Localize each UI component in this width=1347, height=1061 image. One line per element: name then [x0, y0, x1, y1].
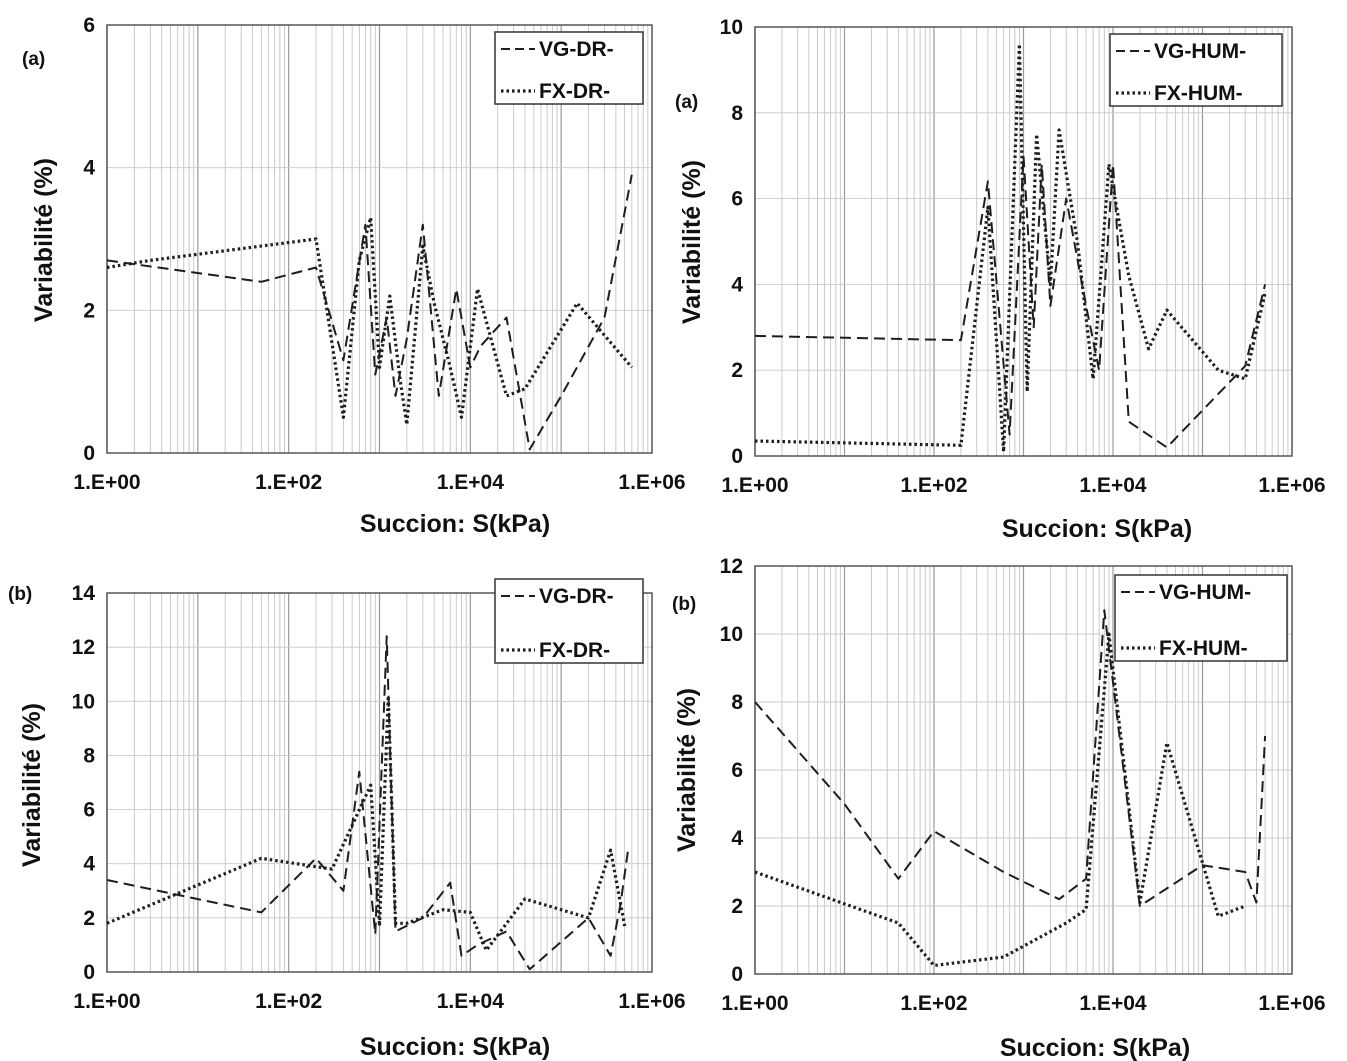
plot-frame: [106, 592, 653, 973]
y-tick-label: 14: [72, 582, 96, 605]
plot-frame: [754, 565, 1293, 975]
y-tick-label: 6: [731, 188, 743, 211]
x-axis-label: Succion: S(kPa): [1002, 515, 1192, 543]
y-tick-label: 10: [72, 690, 95, 713]
series-line-fx-dr: [106, 694, 627, 952]
legend-label: VG-HUM-: [1154, 40, 1246, 63]
legend: VG-DR- FX-DR-: [494, 578, 644, 664]
x-tick-label: 1.E+00: [721, 992, 788, 1015]
y-tick-label: 10: [720, 623, 743, 646]
gridlines: [106, 592, 652, 973]
legend: VG-DR- FX-DR-: [494, 31, 644, 105]
y-tick-label: 4: [731, 273, 743, 296]
x-tick-label: 1.E+06: [1258, 474, 1325, 497]
panel-label: (b): [672, 594, 696, 615]
y-axis-label: Variabilité (%): [30, 158, 58, 322]
legend: VG-HUM- FX-HUM-: [1114, 574, 1288, 662]
x-tick-label: 1.E+06: [1258, 992, 1325, 1015]
y-axis-label: Variabilité (%): [678, 160, 706, 324]
legend-label: VG-DR-: [539, 585, 614, 608]
y-tick-label: 0: [731, 963, 743, 986]
x-tick-label: 1.E+00: [73, 990, 140, 1013]
series-line-vg-dr: [106, 174, 633, 451]
y-tick-label: 2: [83, 907, 95, 930]
y-tick-label: 8: [83, 744, 95, 767]
y-tick-label: 0: [83, 961, 95, 984]
panel-label: (a): [22, 49, 45, 70]
x-tick-label: 1.E+04: [1079, 474, 1146, 497]
y-axis-label: Variabilité (%): [18, 703, 46, 867]
y-tick-label: 8: [731, 691, 743, 714]
legend-label: VG-DR-: [539, 38, 614, 61]
y-tick-label: 6: [83, 14, 95, 37]
chart-panel-2: 0 2 4 6 8 10 1.E+00 1.E+02 1.E+04 1.E+06 Succion: …: [675, 16, 1326, 543]
series-line-vg-dr: [106, 635, 630, 971]
legend-label: FX-DR-: [539, 80, 610, 103]
legend-label: VG-HUM-: [1159, 581, 1251, 604]
x-tick-label: 1.E+06: [618, 990, 685, 1013]
series-line-fx-dr: [106, 216, 634, 427]
y-tick-label: 0: [83, 442, 95, 465]
x-tick-label: 1.E+00: [721, 474, 788, 497]
y-tick-label: 10: [720, 16, 743, 39]
x-axis-label: Succion: S(kPa): [1000, 1034, 1190, 1061]
series-line-fx-hum: [754, 632, 1246, 968]
x-tick-label: 1.E+02: [900, 992, 967, 1015]
chart-panel-3: 0 2 4 6 8 10 12 14 1.E+00 1.E+02 1.E+04 1.E+06 Succi…: [8, 578, 686, 1061]
panel-label: (a): [675, 92, 698, 113]
plot-frame: [106, 24, 653, 454]
series-line-vg-hum: [754, 609, 1267, 907]
y-tick-label: 12: [720, 555, 743, 578]
y-axis-label: Variabilité (%): [673, 688, 701, 852]
y-tick-label: 4: [83, 853, 95, 876]
chart-panel-1: 0 2 4 6 1.E+00 1.E+02 1.E+04 1.E+06 Succion: S(k…: [22, 14, 686, 538]
y-tick-label: 4: [731, 827, 743, 850]
x-tick-label: 1.E+00: [73, 471, 140, 494]
x-tick-label: 1.E+04: [437, 990, 504, 1013]
y-tick-label: 6: [731, 759, 743, 782]
x-tick-label: 1.E+04: [1079, 992, 1146, 1015]
y-tick-label: 12: [72, 636, 95, 659]
y-tick-label: 2: [731, 895, 743, 918]
x-tick-label: 1.E+04: [437, 471, 504, 494]
y-tick-label: 2: [731, 359, 743, 382]
panel-label: (b): [8, 584, 32, 605]
x-tick-label: 1.E+06: [618, 471, 685, 494]
legend-label: FX-HUM-: [1159, 637, 1248, 660]
series-line-fx-hum: [754, 42, 1267, 454]
y-tick-label: 2: [83, 299, 95, 322]
y-tick-label: 4: [83, 157, 95, 180]
series-line-vg-hum: [754, 154, 1267, 449]
chart-panel-4: 0 2 4 6 8 10 12 1.E+00 1.E+02 1.E+04 1.E+06 Succion…: [672, 555, 1326, 1061]
legend-label: FX-HUM-: [1154, 82, 1243, 105]
y-tick-label: 6: [83, 799, 95, 822]
legend-label: FX-DR-: [539, 639, 610, 662]
y-tick-label: 8: [731, 102, 743, 125]
y-tick-label: 0: [731, 445, 743, 468]
x-tick-label: 1.E+02: [900, 474, 967, 497]
x-axis-label: Succion: S(kPa): [360, 1033, 550, 1061]
plot-frame: [754, 26, 1293, 457]
legend: VG-HUM- FX-HUM-: [1109, 33, 1283, 107]
x-tick-label: 1.E+02: [255, 471, 322, 494]
x-tick-label: 1.E+02: [255, 990, 322, 1013]
x-axis-label: Succion: S(kPa): [360, 510, 550, 538]
